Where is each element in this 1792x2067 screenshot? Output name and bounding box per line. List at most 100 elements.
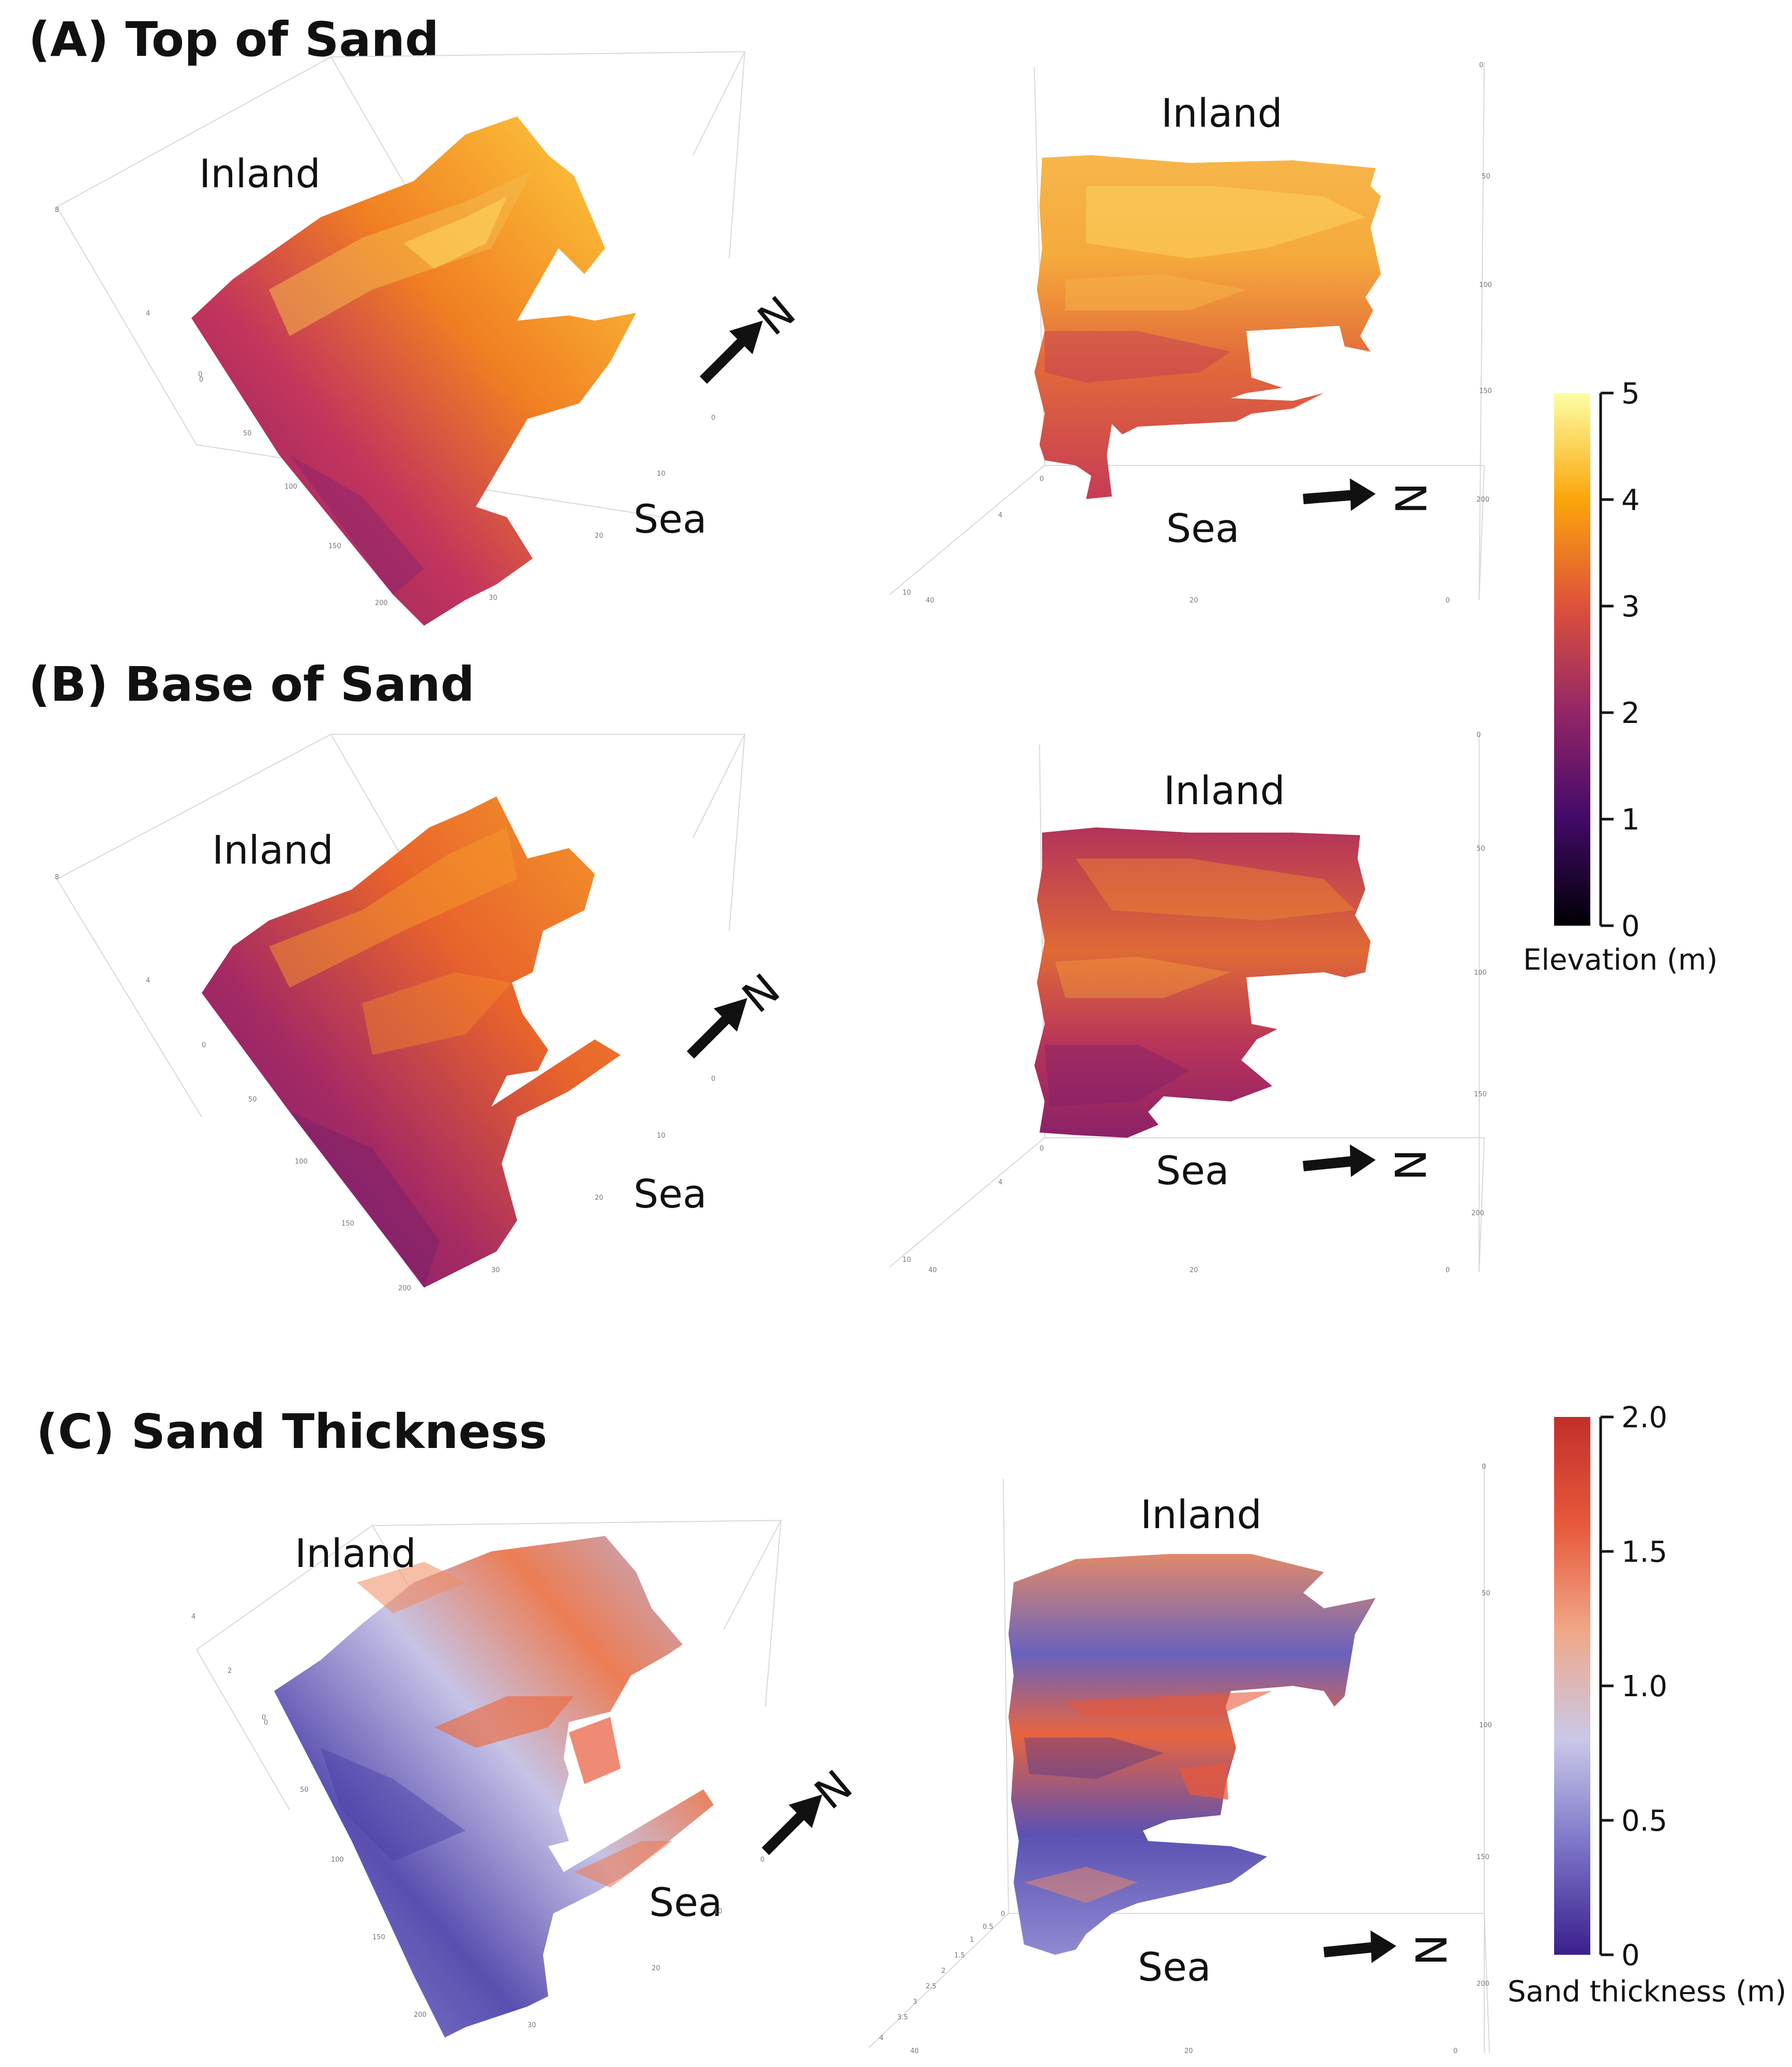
tick-x-20: 20 [1189, 1266, 1198, 1274]
tick-y-50: 50 [300, 1786, 309, 1794]
tick-x-30: 30 [489, 594, 498, 602]
tick-y-150: 150 [1477, 1853, 1489, 1861]
tick-z-4: 4 [879, 2034, 883, 2042]
label-a-plan-sea: Sea [1166, 505, 1240, 551]
tick-z-1: 1 [970, 1936, 974, 1944]
label-a-sea: Sea [634, 496, 707, 542]
panel-a-title: (A) Top of Sand [28, 12, 439, 67]
tick-z-0: 0 [1040, 475, 1044, 483]
surface-c-plan [1008, 1554, 1376, 1955]
tick-x-20: 20 [1184, 2047, 1193, 2055]
panel-b-title: (B) Base of Sand [28, 657, 475, 712]
tick-x-20: 20 [1189, 597, 1198, 605]
label-b-inland: Inland [212, 827, 334, 873]
panel-c-oblique: Inland Sea N 0 50 100 150 200 0 10 20 30… [191, 1519, 862, 2038]
colorbar-tick-label: 1 [1621, 803, 1640, 837]
tick-y-200: 200 [1477, 1980, 1489, 1988]
tick-x-40: 40 [910, 2047, 919, 2055]
surface-b-oblique [202, 796, 621, 1288]
tick-z-8: 8 [55, 873, 59, 881]
north-arrow-c-plan: N [1323, 1930, 1454, 1966]
colorbar-thickness: 0 0.5 1.0 1.5 2.0 Sand thickness (m) [1508, 1401, 1786, 2009]
axis-ticks-a-plan: 0 50 100 150 200 0 4 10 40 20 0 [902, 62, 1492, 605]
tick-y-150: 150 [328, 542, 341, 550]
colorbar-tick-label: 5 [1621, 377, 1640, 411]
panel-b-plan: Inland Sea N 0 50 100 150 200 0 4 10 40 … [889, 731, 1487, 1274]
tick-z-4: 4 [191, 1613, 195, 1621]
tick-y-0: 0 [264, 1719, 268, 1727]
tick-y-150: 150 [1474, 1091, 1487, 1098]
tick-z-0: 0 [1040, 1145, 1044, 1153]
label-c-inland: Inland [295, 1530, 416, 1576]
tick-z-10: 10 [902, 589, 911, 597]
surface-c-oblique [274, 1536, 714, 2038]
colorbar-elevation: 0 1 2 3 4 5 Elevation (m) [1523, 377, 1718, 977]
label-b-sea: Sea [634, 1171, 707, 1217]
tick-y-150: 150 [341, 1220, 354, 1228]
tick-y-100: 100 [331, 1856, 344, 1864]
label-a-plan-inland: Inland [1161, 90, 1283, 136]
tick-x-0: 0 [711, 414, 715, 422]
surface-a-oblique [191, 116, 636, 626]
tick-z-2: 2 [941, 1967, 945, 1975]
tick-y-0: 0 [199, 376, 203, 384]
colorbar-tick-label: 2 [1621, 697, 1640, 730]
tick-x-0: 0 [1445, 597, 1450, 605]
north-label: N [1405, 1934, 1454, 1966]
axis-ticks-b-plan: 0 50 100 150 200 0 4 10 40 20 0 [902, 731, 1487, 1274]
tick-y-0: 0 [1477, 731, 1481, 739]
tick-y-0: 0 [1479, 62, 1483, 69]
tick-x-30: 30 [528, 2021, 536, 2029]
tick-y-50: 50 [1482, 1590, 1490, 1597]
panel-c-plan: Inland Sea N 0 50 100 150 200 0 0.5 1 1.… [868, 1463, 1492, 2055]
colorbar-tick-label: 0.5 [1621, 1804, 1667, 1838]
tick-z-8: 8 [55, 206, 59, 214]
tick-x-20: 20 [652, 1965, 660, 1972]
tick-z-0: 0 [1001, 1910, 1005, 1918]
colorbar-tick-label: 4 [1621, 484, 1640, 517]
tick-y-200: 200 [1477, 496, 1489, 504]
tick-y-150: 150 [372, 1934, 385, 1941]
colorbar-tick-label: 0 [1621, 1939, 1640, 1972]
colorbar-elevation-ramp [1554, 393, 1590, 926]
axis-ticks-b-oblique: 0 50 100 150 200 0 10 20 30 4 8 [55, 873, 715, 1292]
colorbar-tick-label: 2.0 [1621, 1401, 1667, 1435]
north-label: N [1384, 1149, 1434, 1181]
tick-x-40: 40 [926, 597, 935, 605]
tick-z-2: 2 [228, 1667, 232, 1675]
tick-x-10: 10 [657, 1132, 666, 1140]
tick-x-0: 0 [1445, 1266, 1450, 1274]
tick-z-4: 4 [998, 1179, 1002, 1186]
north-arrow-b-plan: N [1303, 1144, 1434, 1181]
colorbar-elevation-label: Elevation (m) [1523, 943, 1718, 977]
colorbar-tick-label: 3 [1621, 590, 1640, 624]
tick-x-40: 40 [928, 1266, 937, 1274]
tick-y-50: 50 [248, 1096, 257, 1104]
tick-y-200: 200 [414, 2011, 427, 2019]
axis-ticks-a-oblique: 0 50 100 150 200 0 10 20 30 0 4 8 [55, 206, 715, 607]
tick-x-0: 0 [760, 1856, 764, 1864]
label-c-plan-inland: Inland [1140, 1491, 1262, 1537]
tick-y-100: 100 [1474, 969, 1487, 977]
colorbar-tick-label: 1.5 [1621, 1535, 1667, 1569]
north-arrow-b-oblique: N [686, 964, 789, 1059]
tick-z-0-5: 0.5 [983, 1923, 993, 1931]
tick-z-10: 10 [902, 1256, 911, 1264]
tick-x-10: 10 [657, 470, 666, 478]
tick-y-50: 50 [243, 430, 252, 437]
tick-x-20: 20 [595, 532, 604, 540]
tick-y-200: 200 [375, 599, 388, 607]
tick-z-1-5: 1.5 [954, 1952, 965, 1959]
panel-c-title: (C) Sand Thickness [36, 1404, 547, 1459]
surface-b-plan [1034, 827, 1371, 1138]
north-arrow-a-plan: N [1303, 478, 1434, 514]
tick-z-2-5: 2.5 [926, 1983, 937, 1990]
north-label: N [1385, 482, 1434, 514]
colorbar-thickness-ramp [1554, 1417, 1590, 1955]
panel-a-plan: Inland Sea N 0 50 100 150 200 0 4 10 40 … [889, 62, 1492, 605]
tick-y-0: 0 [1482, 1463, 1486, 1471]
tick-y-100: 100 [284, 483, 297, 491]
axis-ticks-c-oblique: 0 50 100 150 200 0 10 20 30 0 2 4 [191, 1613, 764, 2029]
tick-z-0: 0 [262, 1714, 266, 1722]
tick-y-100: 100 [295, 1158, 308, 1166]
